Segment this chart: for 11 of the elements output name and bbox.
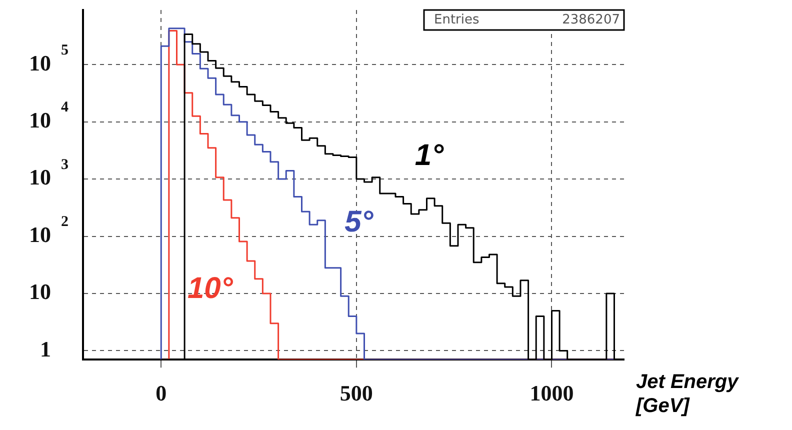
x-axis-title: Jet Energy [GeV]	[636, 370, 740, 418]
annotation: Entries	[434, 12, 480, 28]
x-tick-label: 0	[156, 380, 167, 406]
annotation: 2386207	[562, 12, 620, 28]
x-tick-label: 1000	[530, 380, 574, 406]
series-label: 5°	[344, 206, 374, 239]
series-label: 1°	[414, 139, 445, 172]
y-tick-label: 1	[40, 336, 51, 362]
y-tick-label: 10	[29, 279, 51, 304]
x-tick-label: 500	[340, 380, 373, 406]
series-label: 10°	[187, 272, 234, 305]
